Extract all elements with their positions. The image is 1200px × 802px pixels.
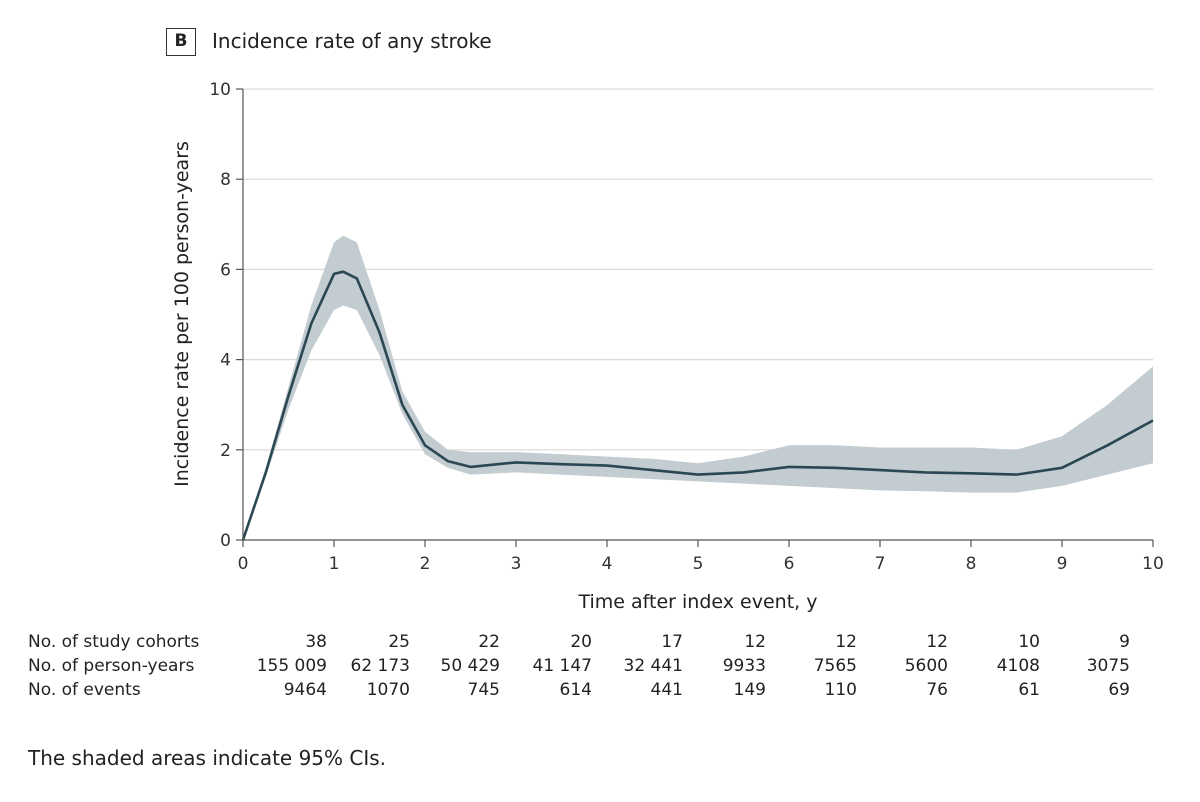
risk-table-cell: 32 441 bbox=[623, 656, 683, 676]
risk-table-cell: 12 bbox=[835, 632, 857, 652]
risk-table-cell: 20 bbox=[570, 632, 592, 652]
x-tick-label: 1 bbox=[329, 554, 340, 574]
y-tick-label: 4 bbox=[220, 351, 231, 371]
risk-table-cell: 1070 bbox=[366, 680, 410, 700]
risk-table-cell: 614 bbox=[559, 680, 592, 700]
y-tick-label: 2 bbox=[220, 441, 231, 461]
x-tick-label: 8 bbox=[966, 554, 977, 574]
risk-table-cell: 25 bbox=[388, 632, 410, 652]
risk-table-cell: 62 173 bbox=[350, 656, 410, 676]
x-tick-label: 0 bbox=[238, 554, 249, 574]
risk-table-cell: 5600 bbox=[904, 656, 948, 676]
y-tick-label: 8 bbox=[220, 170, 231, 190]
risk-table-cell: 9933 bbox=[722, 656, 766, 676]
y-tick-label: 10 bbox=[209, 80, 231, 100]
risk-table-cell: 441 bbox=[650, 680, 683, 700]
risk-table-cell: 76 bbox=[926, 680, 948, 700]
risk-table-cell: 745 bbox=[467, 680, 500, 700]
x-axis-label: Time after index event, y bbox=[578, 591, 818, 613]
risk-table-cell: 22 bbox=[478, 632, 500, 652]
risk-table-cell: 9 bbox=[1119, 632, 1130, 652]
risk-table-cell: 12 bbox=[926, 632, 948, 652]
risk-table-cell: 41 147 bbox=[532, 656, 592, 676]
risk-table-cell: 50 429 bbox=[440, 656, 500, 676]
risk-table-cell: 12 bbox=[744, 632, 766, 652]
risk-table-cell: 110 bbox=[824, 680, 857, 700]
y-axis-label: Incidence rate per 100 person-years bbox=[171, 141, 193, 487]
chart-plot: 0 2 4 6 8 10 0 1 2 3 4 5 6 7 8 9 10 Time after index even… bbox=[171, 80, 1164, 613]
confidence-band bbox=[243, 235, 1153, 540]
chart-title: Incidence rate of any stroke bbox=[212, 29, 492, 53]
y-tick-label: 0 bbox=[220, 531, 231, 551]
risk-table-cell: 10 bbox=[1018, 632, 1040, 652]
x-tick-label: 4 bbox=[602, 554, 613, 574]
risk-table-cell: 149 bbox=[733, 680, 766, 700]
risk-table-row-label: No. of study cohorts bbox=[28, 632, 200, 652]
risk-table-cell: 3075 bbox=[1086, 656, 1130, 676]
risk-table-cell: 69 bbox=[1108, 680, 1130, 700]
risk-table-cell: 9464 bbox=[283, 680, 327, 700]
risk-table-row-label: No. of person-years bbox=[28, 656, 195, 676]
x-tick-label: 5 bbox=[693, 554, 704, 574]
panel-label: B bbox=[166, 28, 196, 56]
risk-table-cell: 4108 bbox=[996, 656, 1040, 676]
x-tick-label: 10 bbox=[1142, 554, 1164, 574]
risk-table-row-label: No. of events bbox=[28, 680, 141, 700]
x-tick-label: 6 bbox=[784, 554, 795, 574]
incidence-line bbox=[241, 270, 1154, 541]
x-tick-label: 9 bbox=[1057, 554, 1068, 574]
risk-table-cell: 17 bbox=[661, 632, 683, 652]
risk-table-cell: 61 bbox=[1018, 680, 1040, 700]
footnote: The shaded areas indicate 95% CIs. bbox=[28, 746, 387, 770]
x-tick-label: 3 bbox=[511, 554, 522, 574]
x-tick-label: 7 bbox=[875, 554, 886, 574]
x-tick-label: 2 bbox=[420, 554, 431, 574]
y-tick-label: 6 bbox=[220, 260, 231, 280]
risk-table-cell: 7565 bbox=[813, 656, 857, 676]
risk-table-cell: 155 009 bbox=[256, 656, 327, 676]
risk-table-cell: 38 bbox=[305, 632, 327, 652]
